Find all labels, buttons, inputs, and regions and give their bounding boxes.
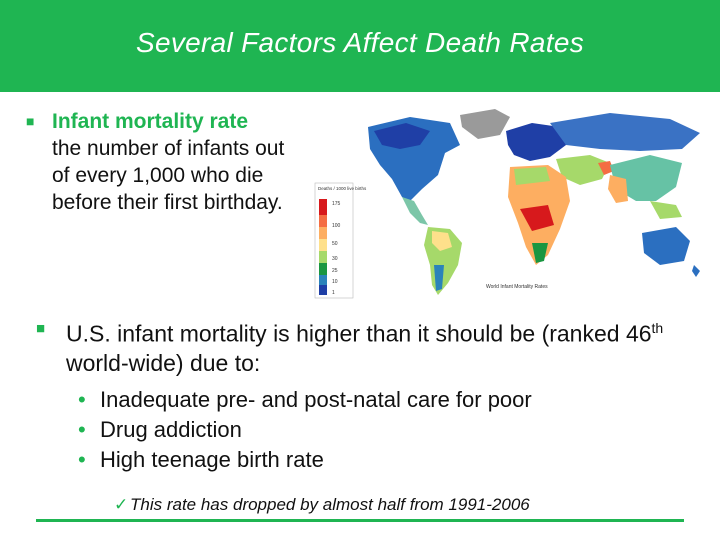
dot-bullet-icon: • — [78, 417, 86, 442]
slide-title: Several Factors Affect Death Rates — [135, 27, 584, 58]
bottom-divider — [36, 519, 684, 522]
central-africa-shape — [520, 205, 554, 231]
north-africa-shape — [514, 167, 550, 185]
main-bullet-text-after: world-wide) due to: — [66, 349, 261, 376]
list-item: • Inadequate pre- and post-natal care fo… — [78, 385, 698, 415]
world-infant-mortality-map: Deaths / 1000 live births 175 100 50 30 … — [310, 105, 710, 305]
legend-tick: 1 — [332, 290, 335, 296]
square-bullet-icon: ■ — [36, 320, 46, 337]
term-definition: the number of infants out of every 1,000… — [52, 137, 285, 214]
list-item: • High teenage birth rate — [78, 445, 698, 475]
southern-cone-shape — [434, 265, 444, 291]
cause-text: Inadequate pre- and post-natal care for … — [100, 387, 532, 412]
trend-note-text: This rate has dropped by almost half fro… — [130, 495, 530, 514]
legend-tick: 50 — [332, 241, 338, 247]
square-bullet-icon: ■ — [26, 113, 35, 129]
legend-swatch — [319, 239, 327, 251]
term-label: Infant mortality rate — [52, 110, 249, 133]
afghanistan-shape — [598, 161, 614, 175]
term-definition-block: ■ Infant mortality rate the number of in… — [26, 108, 311, 216]
middle-east-shape — [556, 155, 610, 185]
legend-swatch — [319, 199, 327, 215]
russia-shape — [550, 113, 700, 151]
legend-swatch — [319, 251, 327, 263]
title-divider — [0, 92, 720, 94]
checkmark-icon: ✓ — [114, 495, 129, 514]
legend-swatch — [319, 285, 327, 295]
cause-text: Drug addiction — [100, 417, 242, 442]
title-bar: Several Factors Affect Death Rates — [0, 0, 720, 92]
term-line: ■ Infant mortality rate — [26, 108, 311, 135]
list-item: • Drug addiction — [78, 415, 698, 445]
central-america-shape — [402, 197, 428, 225]
legend-swatch — [319, 263, 327, 275]
east-asia-shape — [610, 155, 682, 201]
legend-swatch — [319, 215, 327, 227]
cause-text: High teenage birth rate — [100, 447, 324, 472]
legend-tick: 30 — [332, 256, 338, 262]
southeast-asia-shape — [650, 201, 682, 219]
legend-tick: 10 — [332, 279, 338, 285]
legend-swatch — [319, 275, 327, 285]
australia-shape — [642, 227, 690, 265]
dot-bullet-icon: • — [78, 387, 86, 412]
legend-title: Deaths / 1000 live births — [318, 186, 367, 191]
main-bullet-text: U.S. infant mortality is higher than it … — [66, 314, 696, 378]
legend-tick: 100 — [332, 223, 341, 229]
map-caption: World Infant Mortality Rates — [486, 284, 548, 290]
india-shape — [608, 175, 628, 203]
new-zealand-shape — [692, 265, 700, 277]
trend-note: ✓ This rate has dropped by almost half f… — [114, 495, 694, 515]
europe-shape — [506, 123, 566, 161]
legend-tick: 175 — [332, 201, 341, 207]
legend-swatch — [319, 227, 327, 239]
main-bullet-text-before: U.S. infant mortality is higher than it … — [66, 320, 652, 347]
main-bullet-us-mortality: ■ U.S. infant mortality is higher than i… — [36, 314, 696, 378]
legend-tick: 25 — [332, 268, 338, 274]
bolivia-region-shape — [432, 231, 452, 251]
causes-list: • Inadequate pre- and post-natal care fo… — [78, 385, 698, 475]
canada-shape — [374, 123, 430, 149]
south-africa-shape — [532, 243, 548, 263]
ordinal-suffix: th — [651, 320, 664, 336]
greenland-shape — [460, 109, 510, 139]
map-image: Deaths / 1000 live births 175 100 50 30 … — [314, 109, 700, 299]
dot-bullet-icon: • — [78, 447, 86, 472]
